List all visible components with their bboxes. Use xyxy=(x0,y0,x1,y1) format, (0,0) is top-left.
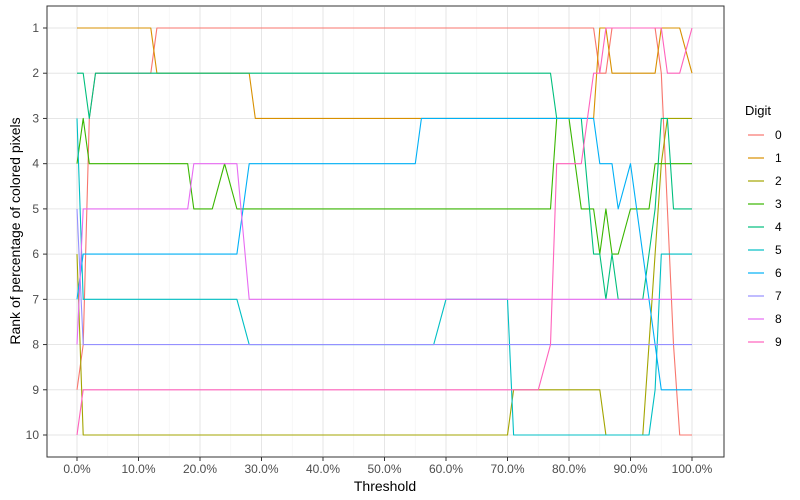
series-line-digit-7 xyxy=(76,208,692,346)
legend-label-digit-7: 7 xyxy=(775,289,782,303)
x-tick-label: 90.0% xyxy=(613,462,647,476)
x-tick-label: 10.0% xyxy=(121,462,155,476)
y-tick-label: 3 xyxy=(32,111,39,125)
legend-label-digit-6: 6 xyxy=(775,266,782,280)
series-line-digit-8 xyxy=(76,163,692,345)
x-tick-label: 20.0% xyxy=(183,462,217,476)
series-line-digit-6 xyxy=(76,117,692,391)
x-tick-label: 100.0% xyxy=(672,462,713,476)
legend-label-digit-2: 2 xyxy=(775,174,782,188)
legend: Digit 0 1 2 3 4 5 6 7 8 9 xyxy=(745,103,782,349)
series-line-digit-9 xyxy=(76,27,693,436)
x-tick-label: 50.0% xyxy=(367,462,401,476)
y-tick-label: 5 xyxy=(32,202,39,216)
legend-label-digit-9: 9 xyxy=(775,335,782,349)
y-tick-label: 6 xyxy=(32,247,39,261)
x-tick-label: 70.0% xyxy=(490,462,524,476)
y-tick-label: 7 xyxy=(32,292,39,306)
y-axis-ticks: 1 2 3 4 5 6 7 8 9 10 xyxy=(26,21,47,442)
y-tick-label: 9 xyxy=(32,383,39,397)
legend-title: Digit xyxy=(745,103,771,118)
legend-label-digit-5: 5 xyxy=(775,243,782,257)
plot-panel xyxy=(46,5,725,458)
y-tick-label: 10 xyxy=(26,428,40,442)
y-tick-label: 8 xyxy=(32,338,39,352)
y-axis-title: Rank of percentage of colored pixels xyxy=(7,117,23,344)
x-tick-label: 0.0% xyxy=(63,462,91,476)
x-axis-ticks: 0.0% 10.0% 20.0% 30.0% 40.0% 50.0% 60.0% 70.0% 8… xyxy=(63,457,713,476)
x-tick-label: 60.0% xyxy=(429,462,463,476)
legend-label-digit-8: 8 xyxy=(775,312,782,326)
series-lines xyxy=(76,27,693,436)
legend-label-digit-4: 4 xyxy=(775,220,782,234)
y-tick-label: 2 xyxy=(32,66,39,80)
legend-label-digit-0: 0 xyxy=(775,128,782,142)
series-line-digit-3 xyxy=(76,117,692,255)
x-axis-title: Threshold xyxy=(354,478,416,494)
y-tick-label: 4 xyxy=(32,157,39,171)
y-tick-label: 1 xyxy=(32,21,39,35)
legend-label-digit-3: 3 xyxy=(775,197,782,211)
legend-label-digit-1: 1 xyxy=(775,151,782,165)
x-tick-label: 80.0% xyxy=(552,462,586,476)
x-tick-label: 40.0% xyxy=(306,462,340,476)
x-tick-label: 30.0% xyxy=(244,462,278,476)
